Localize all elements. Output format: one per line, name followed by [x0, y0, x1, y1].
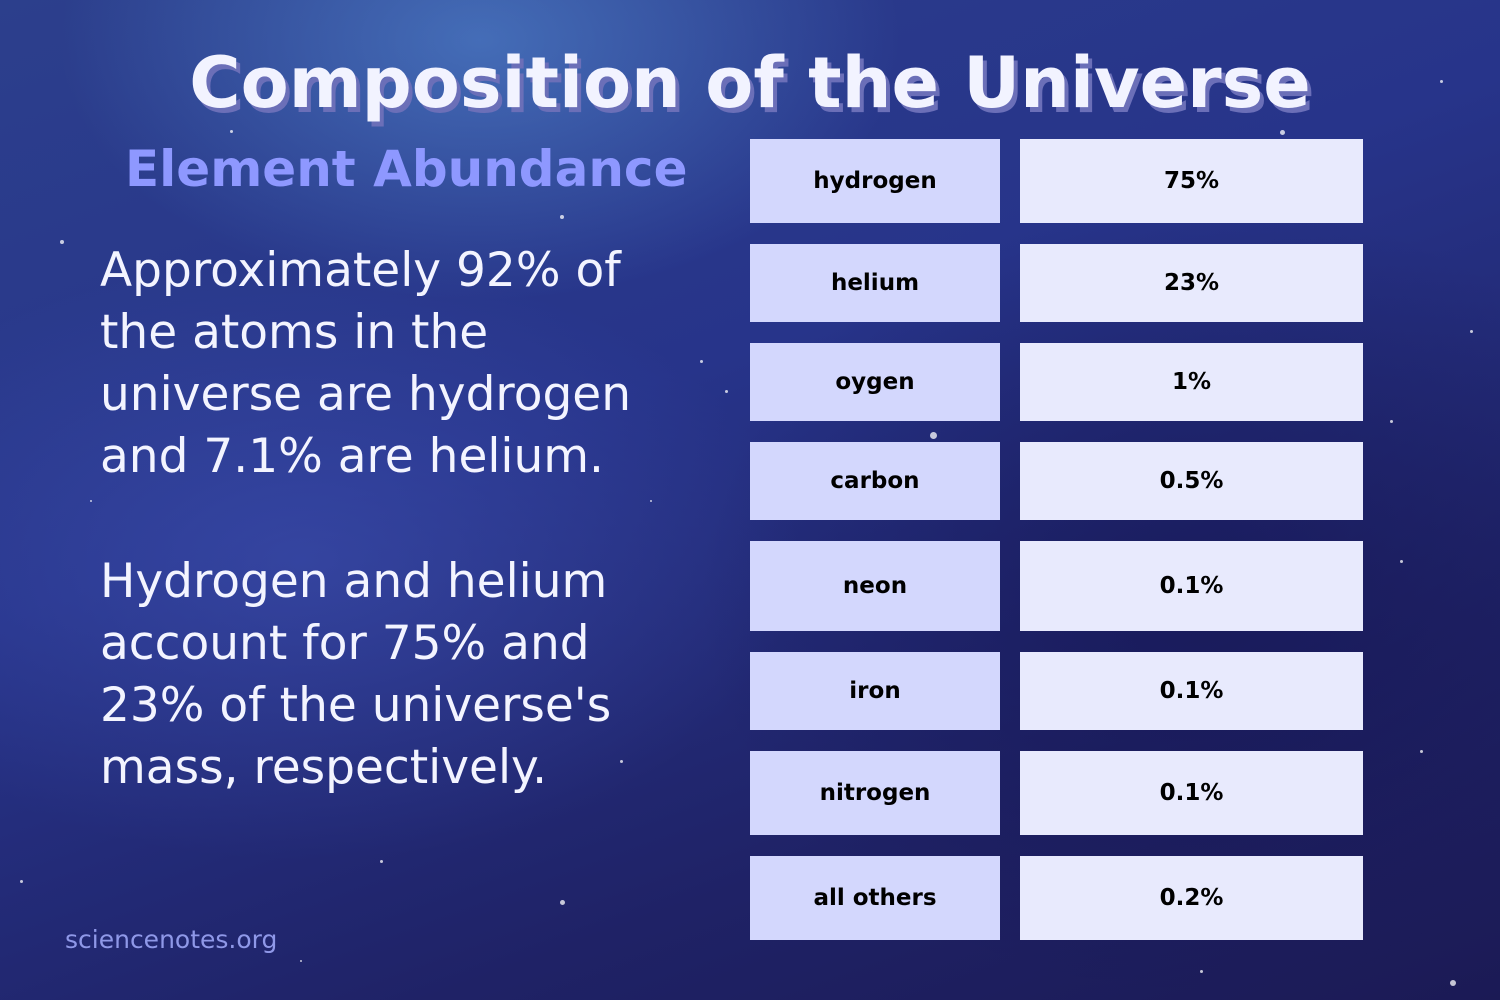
element-cell: iron — [750, 652, 1000, 730]
element-cell: hydrogen — [750, 139, 1000, 223]
star — [60, 240, 64, 244]
star — [1420, 750, 1423, 753]
star — [1280, 130, 1285, 135]
paragraph: Hydrogen and helium account for 75% and … — [100, 554, 612, 795]
abundance-cell: 1% — [1020, 343, 1363, 421]
star — [560, 900, 565, 905]
star — [725, 390, 728, 393]
star — [1400, 560, 1403, 563]
star — [650, 500, 652, 502]
abundance-cell: 0.1% — [1020, 541, 1363, 631]
star — [1450, 980, 1456, 986]
title: Composition of the Universe — [189, 42, 1311, 124]
star — [300, 960, 302, 962]
element-cell: neon — [750, 541, 1000, 631]
paragraph: Approximately 92% of the atoms in the un… — [100, 243, 631, 484]
star — [560, 215, 564, 219]
abundance-cell: 0.5% — [1020, 442, 1363, 520]
star — [1200, 970, 1203, 973]
star — [930, 432, 937, 439]
subtitle: Element Abundance — [125, 140, 688, 198]
star — [620, 760, 623, 763]
element-cell: nitrogen — [750, 751, 1000, 835]
star — [90, 500, 92, 502]
abundance-cell: 75% — [1020, 139, 1363, 223]
element-cell: oygen — [750, 343, 1000, 421]
abundance-cell: 0.1% — [1020, 751, 1363, 835]
star — [1440, 80, 1443, 83]
star — [700, 360, 703, 363]
abundance-cell: 0.2% — [1020, 856, 1363, 940]
star — [1470, 330, 1473, 333]
element-cell: carbon — [750, 442, 1000, 520]
element-cell: helium — [750, 244, 1000, 322]
element-cell: all others — [750, 856, 1000, 940]
star — [380, 860, 383, 863]
star — [230, 130, 233, 133]
source: sciencenotes.org — [65, 925, 278, 954]
star — [20, 880, 23, 883]
abundance-cell: 0.1% — [1020, 652, 1363, 730]
abundance-cell: 23% — [1020, 244, 1363, 322]
star — [1390, 420, 1393, 423]
